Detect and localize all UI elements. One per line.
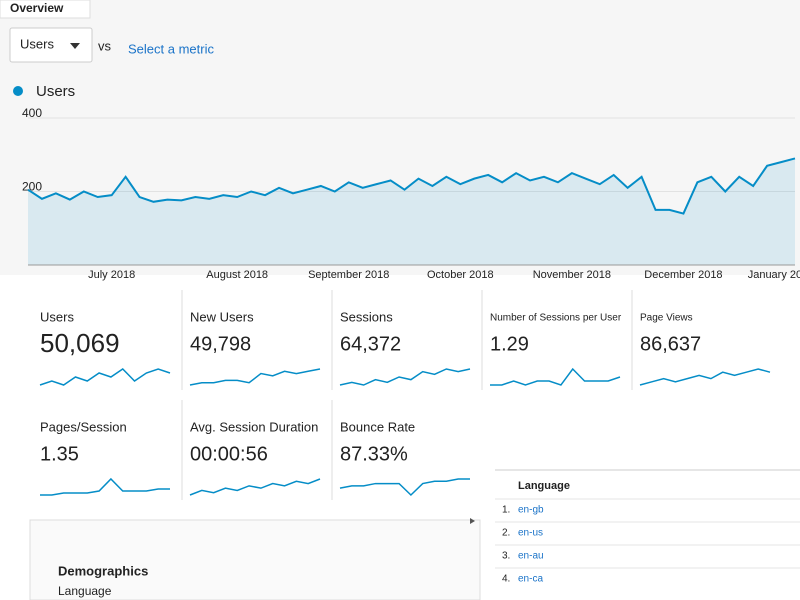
- metric-value: 86,637: [640, 333, 701, 355]
- language-title: Language: [518, 480, 570, 492]
- row-language[interactable]: en-au: [518, 551, 544, 562]
- metric-label: Number of Sessions per User: [490, 313, 622, 324]
- y-tick-label: 200: [22, 180, 42, 194]
- dropdown-arrow: [70, 43, 80, 49]
- row-rank: 1.: [502, 505, 510, 516]
- legend-label: Users: [36, 83, 75, 100]
- metric-label: Users: [40, 309, 74, 324]
- vs-label: vs: [98, 38, 112, 53]
- metric-value: 1.29: [490, 333, 529, 355]
- metric-dropdown[interactable]: [9, 27, 93, 63]
- sparkline: [189, 368, 321, 386]
- sparkline: [189, 478, 321, 496]
- metric-label: Avg. Session Duration: [190, 419, 318, 434]
- x-tick-label: January 2019: [748, 269, 800, 281]
- tab[interactable]: [0, 0, 91, 19]
- sparkline: [339, 478, 470, 497]
- metric-label: Bounce Rate: [340, 419, 415, 434]
- demographics-title: Demographics: [58, 563, 148, 578]
- legend-dot: [13, 86, 23, 96]
- metric-label: Users: [20, 36, 54, 51]
- metric-label: Page Views: [640, 313, 693, 324]
- tab-label: Overview: [10, 1, 64, 15]
- x-tick-label: December 2018: [644, 269, 722, 281]
- metric-value: 1.35: [40, 443, 79, 465]
- metric-label: Sessions: [340, 309, 393, 324]
- area: [28, 158, 795, 265]
- row-rank: 4.: [502, 574, 510, 585]
- x-tick-label: October 2018: [427, 269, 494, 281]
- row-rank: 2.: [502, 528, 510, 539]
- metric-label: New Users: [190, 309, 254, 324]
- demographics-panel: [29, 519, 481, 600]
- x-tick-label: November 2018: [533, 269, 611, 281]
- expand-arrow: [470, 518, 475, 524]
- sparkline: [339, 368, 471, 386]
- metric-value: 49,798: [190, 333, 251, 355]
- sparkline: [639, 368, 771, 386]
- row-rank: 3.: [502, 551, 510, 562]
- row-language[interactable]: en-us: [518, 528, 543, 539]
- select-metric[interactable]: Select a metric: [128, 41, 214, 56]
- x-tick-label: September 2018: [308, 269, 389, 281]
- sparkline: [40, 477, 170, 496]
- x-tick-label: July 2018: [88, 269, 135, 281]
- y-tick-label: 400: [22, 106, 42, 120]
- demographics-item[interactable]: Language: [58, 584, 112, 598]
- row-language[interactable]: en-gb: [518, 505, 544, 516]
- metric-value: 00:00:56: [190, 443, 268, 465]
- metric-label: Pages/Session: [40, 419, 127, 434]
- sparkline: [39, 368, 171, 386]
- metric-value: 87.33%: [340, 443, 408, 465]
- metric-value: 50,069: [40, 328, 120, 358]
- metric-value: 64,372: [340, 333, 401, 355]
- sparkline: [490, 367, 621, 386]
- line: [27, 157, 796, 215]
- x-tick-label: August 2018: [206, 269, 268, 281]
- row-language[interactable]: en-ca: [518, 574, 543, 585]
